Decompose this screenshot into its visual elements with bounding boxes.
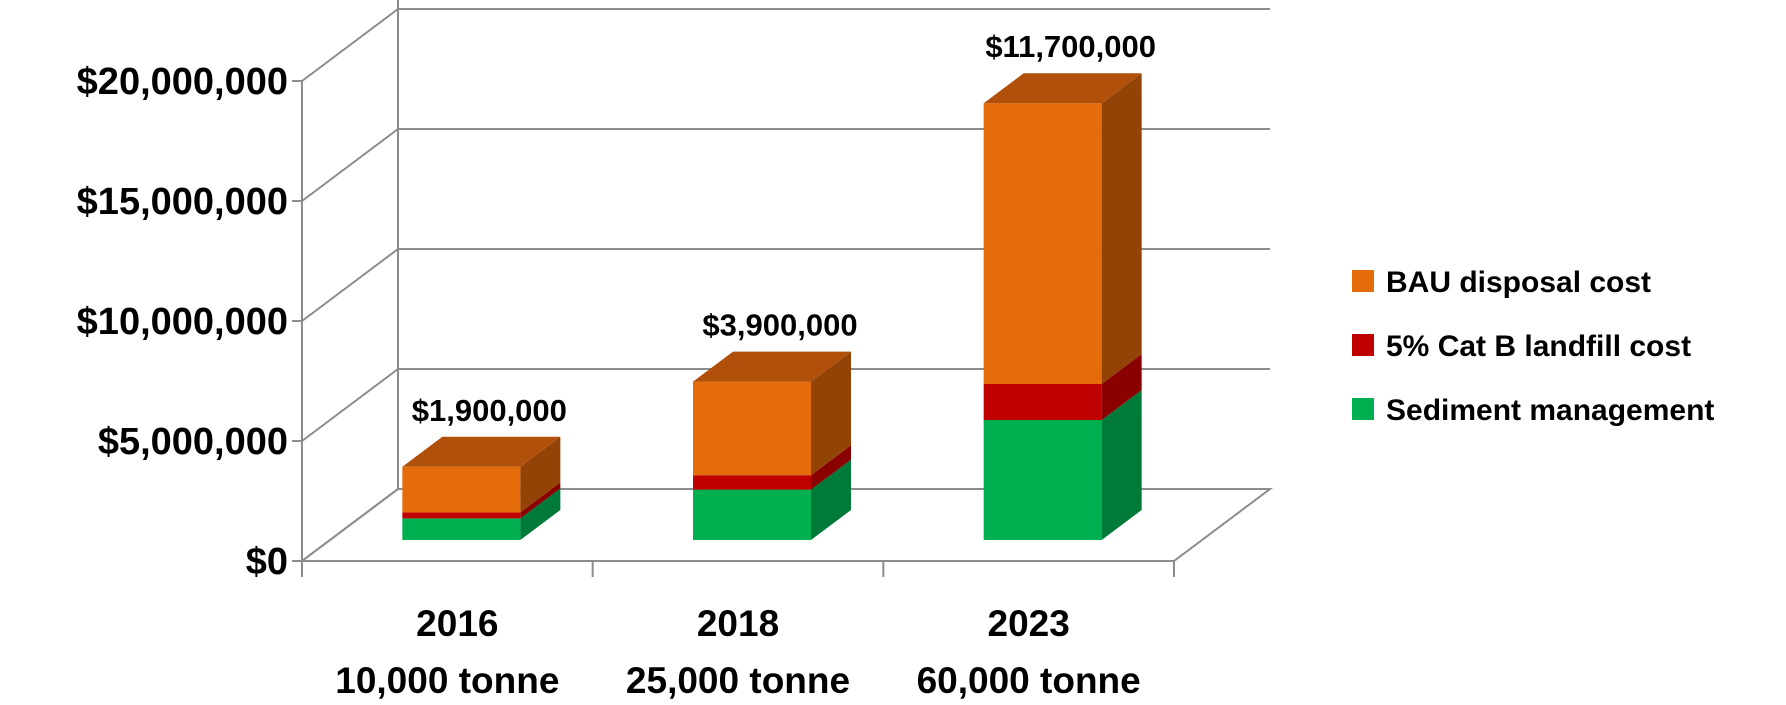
bar-segment [693,475,811,490]
y-tick-label: $5,000,000 [98,421,288,463]
bar-segment-side [520,436,561,513]
y-tick-label: $10,000,000 [77,301,288,343]
label-layer: $1,900,000 2016 10,000 tonne $3,900,000 2018… [335,29,1156,701]
bar-segment [983,420,1102,540]
bar-segment [693,381,811,476]
legend: BAU disposal cost 5% Cat B landfill cost S… [1352,266,1714,427]
bar-segment-side [520,482,561,519]
legend-swatch [1352,398,1374,420]
bar-layer [402,73,1142,540]
legend-label: BAU disposal cost [1386,266,1651,299]
x-tick-sublabel: 10,000 tonne [335,660,559,701]
bar-segment-side [811,445,851,490]
bar-segment [402,512,521,519]
bar-total-label: $3,900,000 [702,308,857,343]
bar-segment [402,466,521,513]
bar-top [693,351,851,382]
side-wall-gridline [301,368,399,442]
bar-total-label: $1,900,000 [412,393,567,428]
bar-top [983,73,1142,104]
side-wall-gridline [301,128,399,202]
legend-swatch [1352,334,1374,356]
bar-segment-side [811,351,851,476]
bar-segment-side [520,488,561,540]
bar-segment [983,384,1102,420]
bar-segment-side [1101,390,1142,540]
bar-segment [402,518,521,540]
y-tick-label: $0 [246,541,288,583]
x-tick-sublabel: 25,000 tonne [626,660,850,701]
bar-segment-side [1101,73,1142,384]
legend-label: Sediment management [1386,394,1714,427]
x-tick-label: 2023 [988,603,1070,644]
bar-segment [693,489,811,540]
bar-segment-side [1101,354,1142,420]
bar-total-label: $11,700,000 [985,29,1156,64]
legend-swatch [1352,270,1374,292]
bar-segment [983,103,1102,384]
bar-top [402,436,561,467]
x-tick-sublabel: 60,000 tonne [917,660,1141,701]
legend-label: 5% Cat B landfill cost [1386,330,1691,363]
side-wall-gridline [301,248,399,322]
y-tick-label: $15,000,000 [77,181,288,223]
axis-layer: $0 $5,000,000 $10,000,000 $15,000,000 $20,00… [77,0,1175,583]
bar-segment-side [811,459,851,540]
y-tick-label: $20,000,000 [77,61,288,103]
x-tick-label: 2016 [416,603,498,644]
x-tick-label: 2018 [697,603,779,644]
side-wall-gridline [301,8,399,82]
